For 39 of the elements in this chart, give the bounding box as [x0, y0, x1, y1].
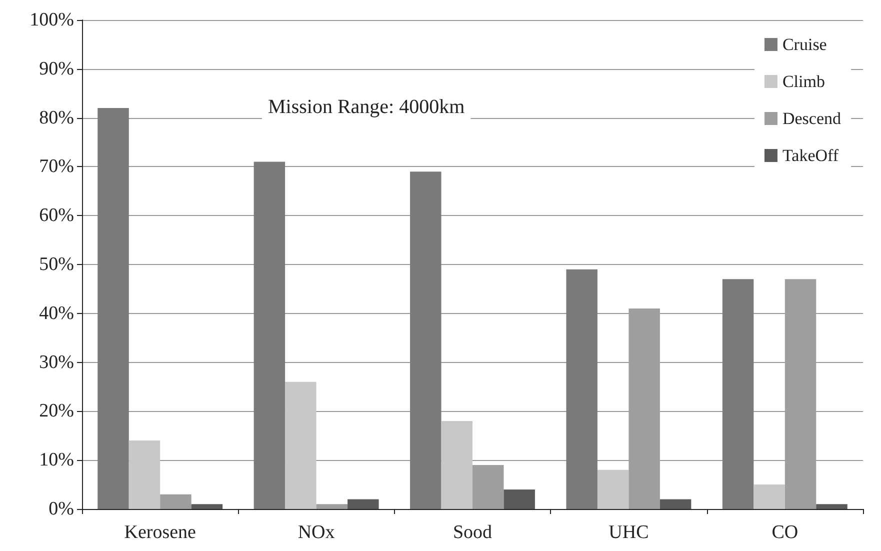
annotation: Mission Range: 4000km — [268, 96, 466, 118]
bar — [504, 489, 535, 509]
y-tick-label: 40% — [39, 302, 74, 324]
x-tick-label: Sood — [452, 522, 493, 543]
legend-label: Cruise — [782, 35, 827, 54]
x-tick-label: CO — [772, 522, 798, 543]
y-tick-label: 90% — [39, 58, 74, 80]
y-tick-label: 100% — [30, 10, 74, 30]
bar — [722, 279, 754, 509]
bar — [754, 484, 785, 509]
y-tick-label: 60% — [39, 205, 74, 226]
bar — [160, 494, 192, 509]
bar — [348, 499, 379, 509]
bar — [816, 504, 848, 509]
bar — [316, 504, 348, 509]
bar — [254, 162, 286, 509]
y-tick-label: 20% — [39, 400, 74, 422]
bar — [472, 464, 504, 509]
bar — [566, 269, 598, 509]
bar — [285, 382, 316, 509]
x-tick-label: NOx — [298, 522, 336, 543]
x-tick-label: UHC — [608, 522, 649, 543]
bar — [441, 420, 472, 509]
y-tick-label: 10% — [39, 450, 74, 471]
y-tick-label: 70% — [39, 156, 74, 178]
y-tick-label: 50% — [39, 254, 74, 275]
y-tick-label: 30% — [39, 352, 74, 373]
bar — [597, 470, 629, 509]
x-tick-label: Kerosene — [124, 522, 196, 543]
bar — [660, 499, 692, 509]
y-tick-label: 0% — [48, 498, 74, 520]
bar — [98, 108, 129, 509]
bar — [191, 504, 223, 509]
legend-label: Descend — [782, 109, 842, 128]
y-tick-label: 80% — [39, 107, 74, 128]
bar — [410, 172, 442, 509]
bar — [128, 440, 160, 509]
legend-label: TakeOff — [782, 146, 839, 165]
legend-label: Climb — [782, 72, 825, 91]
